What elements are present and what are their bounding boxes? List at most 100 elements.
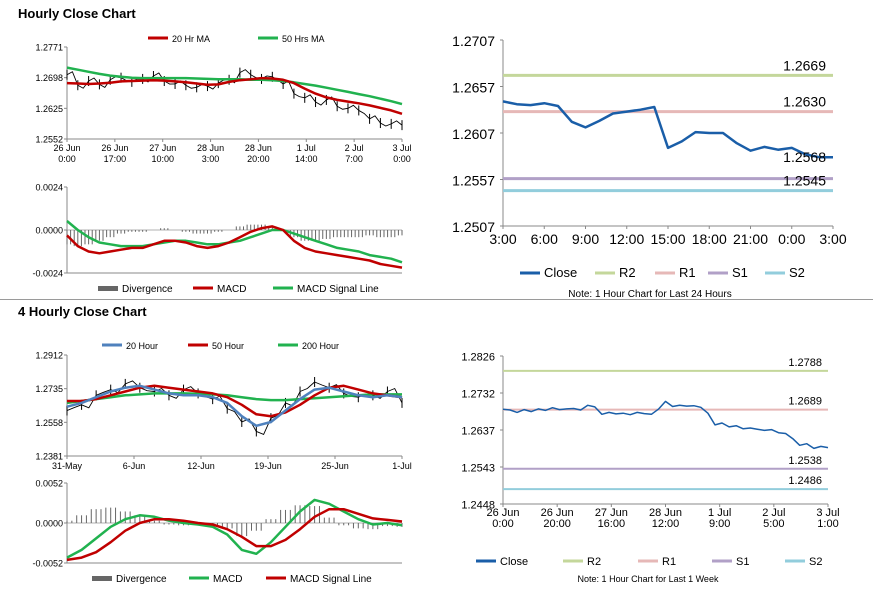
hourly-price-ytick-label: 1.2698 bbox=[35, 73, 63, 83]
4h-close-xtick-label: 0:00 bbox=[492, 518, 513, 530]
4h-close-level-label: 1.2486 bbox=[788, 475, 822, 487]
4h-close-xtick-label: 26 Jun bbox=[486, 507, 519, 519]
4h-macd-legend-label: MACD Signal Line bbox=[290, 574, 372, 585]
4h-price-path bbox=[227, 408, 243, 423]
4h-price-xtick-label: 12-Jun bbox=[187, 461, 215, 471]
hourly-price-xtick-label: 20:00 bbox=[247, 154, 270, 164]
hourly-macd-legend-label: Divergence bbox=[122, 284, 173, 295]
4h-close-xtick-label: 20:00 bbox=[543, 518, 571, 530]
hourly-price-path bbox=[369, 115, 381, 124]
4h-close-xtick-label: 1 Jul bbox=[708, 507, 731, 519]
hourly-price-xtick-label: 1 Jul bbox=[297, 143, 316, 153]
hourly-price-path bbox=[390, 120, 403, 126]
hourly-close-ytick-label: 1.2607 bbox=[452, 126, 495, 142]
hourly-section-title: Hourly Close Chart bbox=[18, 6, 136, 21]
hourly-macd-signal-line bbox=[66, 220, 403, 264]
4h-50-hour-line bbox=[67, 384, 403, 418]
hourly-price-path bbox=[380, 122, 392, 127]
hourly-close-line bbox=[502, 100, 833, 159]
4h-macd-ytick-label: 0.0000 bbox=[35, 519, 63, 529]
hourly-close-xtick-label: 18:00 bbox=[692, 231, 727, 247]
hourly-close-xtick-label: 3:00 bbox=[489, 231, 516, 247]
4h-200-hour-line bbox=[66, 392, 402, 405]
hourly-close-legend-label: R1 bbox=[679, 265, 696, 280]
hourly-price-xtick-label: 0:00 bbox=[393, 154, 411, 164]
hourly-price-path bbox=[88, 77, 100, 85]
hourly-close-ytick-label: 1.2657 bbox=[452, 80, 495, 96]
4h-macd-line bbox=[66, 498, 403, 559]
4h-close-ytick-label: 1.2637 bbox=[461, 426, 495, 438]
4h-macd-ytick-label: 0.0052 bbox=[35, 479, 63, 489]
hourly-close-ytick-label: 1.2707 bbox=[452, 33, 495, 49]
hourly-price-xtick-label: 27 Jun bbox=[149, 143, 176, 153]
hourly-close-level-label: 1.2545 bbox=[783, 173, 826, 189]
hourly-macd-legend-label: MACD Signal Line bbox=[297, 284, 379, 295]
hourly-price-ytick-label: 1.2625 bbox=[35, 104, 63, 114]
hourly-price-xtick-label: 28 Jun bbox=[245, 143, 272, 153]
4h-macd-legend-swatch bbox=[92, 576, 112, 581]
hourly-close-last-label: 1.2568 bbox=[783, 149, 826, 165]
hourly-price-path bbox=[358, 110, 370, 120]
4h-close-legend-label: S2 bbox=[809, 556, 822, 568]
4h-macd-legend-label: Divergence bbox=[116, 574, 167, 585]
hourly-close-note: Note: 1 Hour Chart for Last 24 Hours bbox=[568, 289, 731, 300]
four-hourly-section-title: 4 Hourly Close Chart bbox=[18, 304, 147, 319]
hourly-close-xtick-label: 21:00 bbox=[733, 231, 768, 247]
hourly-price-xtick-label: 3:00 bbox=[202, 154, 220, 164]
4h-close-xtick-label: 3 Jul bbox=[816, 507, 839, 519]
4h-price-ytick-label: 1.2381 bbox=[35, 452, 63, 462]
hourly-macd-legend-swatch bbox=[98, 286, 118, 291]
hourly-price-xtick-label: 26 Jun bbox=[101, 143, 128, 153]
4h-close-xtick-label: 5:00 bbox=[763, 518, 784, 530]
hourly-price-xtick-label: 26 Jun bbox=[53, 143, 80, 153]
hourly-price-path bbox=[185, 84, 197, 89]
hourly-macd-legend-label: MACD bbox=[217, 284, 246, 295]
hourly-macd-ytick-label: 0.0024 bbox=[35, 183, 63, 193]
hourly-price-ytick-label: 1.2771 bbox=[35, 43, 63, 53]
4h-price-ytick-label: 1.2735 bbox=[35, 384, 63, 394]
hourly-close-xtick-label: 0:00 bbox=[778, 231, 805, 247]
4h-price-ytick-label: 1.2912 bbox=[35, 351, 63, 361]
4h-price-xtick-label: 6-Jun bbox=[123, 461, 146, 471]
hourly-close-xtick-label: 6:00 bbox=[531, 231, 558, 247]
4h-close-legend-label: R2 bbox=[587, 556, 601, 568]
4h-close-legend-label: Close bbox=[500, 556, 528, 568]
4h-close-xtick-label: 16:00 bbox=[598, 518, 626, 530]
hourly-close-level-label: 1.2630 bbox=[783, 94, 826, 110]
hourly-price-xtick-label: 10:00 bbox=[151, 154, 174, 164]
4h-close-legend-label: S1 bbox=[736, 556, 749, 568]
hourly-price-path bbox=[347, 104, 360, 111]
hourly-price-xtick-label: 0:00 bbox=[58, 154, 76, 164]
4h-close-xtick-label: 12:00 bbox=[652, 518, 680, 530]
4h-close-level-label: 1.2538 bbox=[788, 455, 822, 467]
4h-price-xtick-label: 19-Jun bbox=[254, 461, 282, 471]
hourly-price-xtick-label: 17:00 bbox=[104, 154, 127, 164]
hourly-close-xtick-label: 12:00 bbox=[609, 231, 644, 247]
hourly-price-path bbox=[164, 80, 176, 85]
hourly-price-xtick-label: 28 Jun bbox=[197, 143, 224, 153]
hourly-price-ytick-label: 1.2552 bbox=[35, 135, 63, 145]
4h-close-xtick-label: 28 Jun bbox=[649, 507, 682, 519]
4h-close-xtick-label: 27 Jun bbox=[595, 507, 628, 519]
4h-price-path bbox=[66, 404, 82, 411]
4h-price-path bbox=[241, 418, 257, 432]
4h-20-hour-line bbox=[66, 384, 403, 428]
hourly-close-xtick-label: 9:00 bbox=[572, 231, 599, 247]
4h-close-xtick-label: 26 Jun bbox=[541, 507, 574, 519]
hourly-close-legend-label: S2 bbox=[789, 265, 805, 280]
4h-close-level-label: 1.2788 bbox=[788, 357, 822, 369]
4h-macd-signal-line bbox=[66, 507, 403, 562]
4h-close-xtick-label: 1:00 bbox=[817, 518, 838, 530]
4h-price-path bbox=[95, 389, 111, 396]
4h-close-ytick-label: 1.2448 bbox=[461, 500, 495, 512]
hourly-close-ytick-label: 1.2557 bbox=[452, 173, 495, 189]
4h-price-legend-label: 200 Hour bbox=[302, 341, 339, 351]
hourly-price-xtick-label: 3 Jul bbox=[392, 143, 411, 153]
hourly-price-xtick-label: 2 Jul bbox=[345, 143, 364, 153]
hourly-price-path bbox=[315, 99, 327, 106]
hourly-price-path bbox=[336, 105, 349, 110]
4h-macd-legend-label: MACD bbox=[213, 574, 242, 585]
hourly-close-legend-label: Close bbox=[544, 265, 577, 280]
hourly-price-legend-label: 20 Hr MA bbox=[172, 34, 210, 44]
